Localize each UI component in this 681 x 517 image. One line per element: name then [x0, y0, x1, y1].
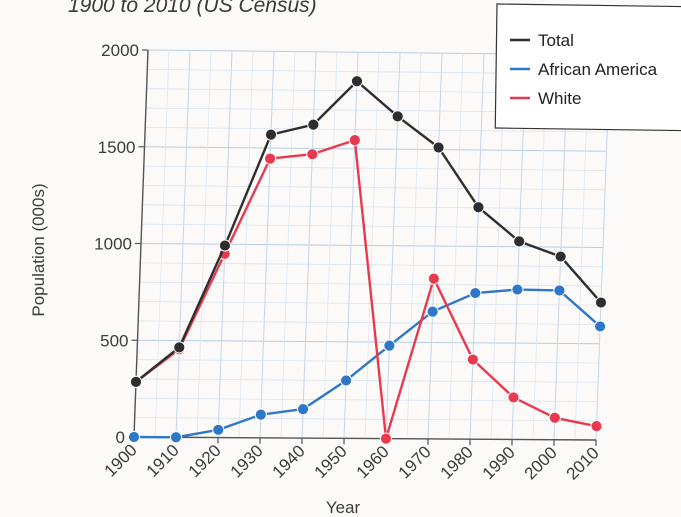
- grid-line-v: [364, 52, 380, 439]
- data-point: [169, 431, 183, 444]
- grid-line-v: [238, 51, 254, 438]
- x-axis-line: [133, 436, 597, 441]
- series-white: [129, 134, 603, 445]
- legend: Total African America White: [494, 3, 681, 132]
- data-point: [383, 339, 396, 352]
- grid-line-v: [280, 51, 296, 438]
- legend-label: African America: [538, 60, 658, 79]
- data-point: [472, 201, 485, 214]
- series-line: [133, 288, 601, 439]
- data-point: [296, 403, 310, 416]
- grid-line-v: [469, 53, 485, 440]
- data-point: [348, 134, 361, 147]
- legend-box: [494, 3, 681, 132]
- grid-line-v: [406, 52, 422, 439]
- x-tick-label: 1970: [395, 442, 435, 482]
- grid-line-v: [154, 50, 170, 438]
- x-axis-label: Year: [326, 498, 361, 517]
- data-point: [427, 272, 440, 285]
- x-tick-label: 1940: [269, 441, 309, 481]
- x-tick-label: 1920: [185, 441, 225, 481]
- data-point: [432, 141, 445, 154]
- grid-line-v: [196, 50, 212, 438]
- series-african-america: [127, 283, 607, 444]
- y-ticks: 0 500 1000 1500 2000: [94, 41, 148, 447]
- x-tick-label: 1980: [437, 443, 477, 483]
- data-point: [507, 391, 520, 404]
- data-point: [129, 375, 143, 388]
- x-tick-label: 2000: [521, 443, 561, 483]
- data-point: [554, 250, 567, 263]
- x-tick-label: 1900: [101, 440, 141, 480]
- data-point: [594, 320, 607, 333]
- legend-label: White: [538, 89, 581, 108]
- grid-line-v: [322, 52, 338, 439]
- data-point: [264, 152, 277, 165]
- x-tick-label: 1990: [479, 443, 519, 483]
- data-point: [379, 432, 393, 445]
- data-point: [426, 305, 439, 318]
- data-point: [590, 420, 603, 433]
- grid-line-v: [301, 51, 317, 439]
- chart-subtitle: 1900 to 2010 (US Census): [68, 0, 317, 17]
- series-layer: [127, 75, 608, 445]
- data-point: [127, 430, 141, 444]
- data-point: [212, 423, 225, 436]
- y-tick-label: 1500: [98, 138, 136, 157]
- data-point: [264, 128, 278, 141]
- y-tick-label: 2000: [101, 41, 139, 60]
- x-tick-label: 1930: [227, 441, 267, 481]
- grid-line-v: [448, 53, 464, 440]
- data-point: [173, 341, 186, 354]
- data-point: [469, 286, 482, 300]
- data-point: [511, 283, 524, 296]
- data-point: [350, 75, 364, 88]
- series-total: [129, 75, 608, 388]
- grid-line-v: [343, 52, 359, 439]
- data-point: [513, 235, 526, 248]
- y-tick-label: 500: [100, 331, 128, 350]
- grid-line-v: [259, 51, 275, 438]
- data-point: [254, 408, 267, 421]
- data-point: [466, 353, 479, 366]
- data-point: [391, 110, 404, 123]
- data-point: [218, 239, 232, 252]
- data-point: [306, 148, 319, 161]
- x-tick-label: 1910: [143, 441, 183, 481]
- series-line: [135, 80, 602, 383]
- series-line: [135, 138, 597, 440]
- x-tick-label: 1950: [311, 442, 351, 482]
- x-tick-label: 1960: [353, 442, 393, 482]
- legend-label: Total: [538, 31, 574, 50]
- data-point: [340, 374, 353, 387]
- y-tick-label: 0: [116, 428, 125, 447]
- y-axis-label: Population (000s): [29, 183, 48, 316]
- y-tick-label: 1000: [94, 235, 132, 254]
- x-ticks: 1900 1910 1920 1930 1940 1950 1960 1970 1980 1990…: [101, 437, 603, 484]
- data-point: [548, 411, 561, 424]
- grid-line-v: [175, 50, 191, 438]
- data-point: [307, 118, 320, 131]
- data-point: [553, 284, 566, 297]
- x-tick-label: 2010: [563, 443, 603, 483]
- grid-line-v: [427, 53, 443, 439]
- data-point: [594, 296, 608, 309]
